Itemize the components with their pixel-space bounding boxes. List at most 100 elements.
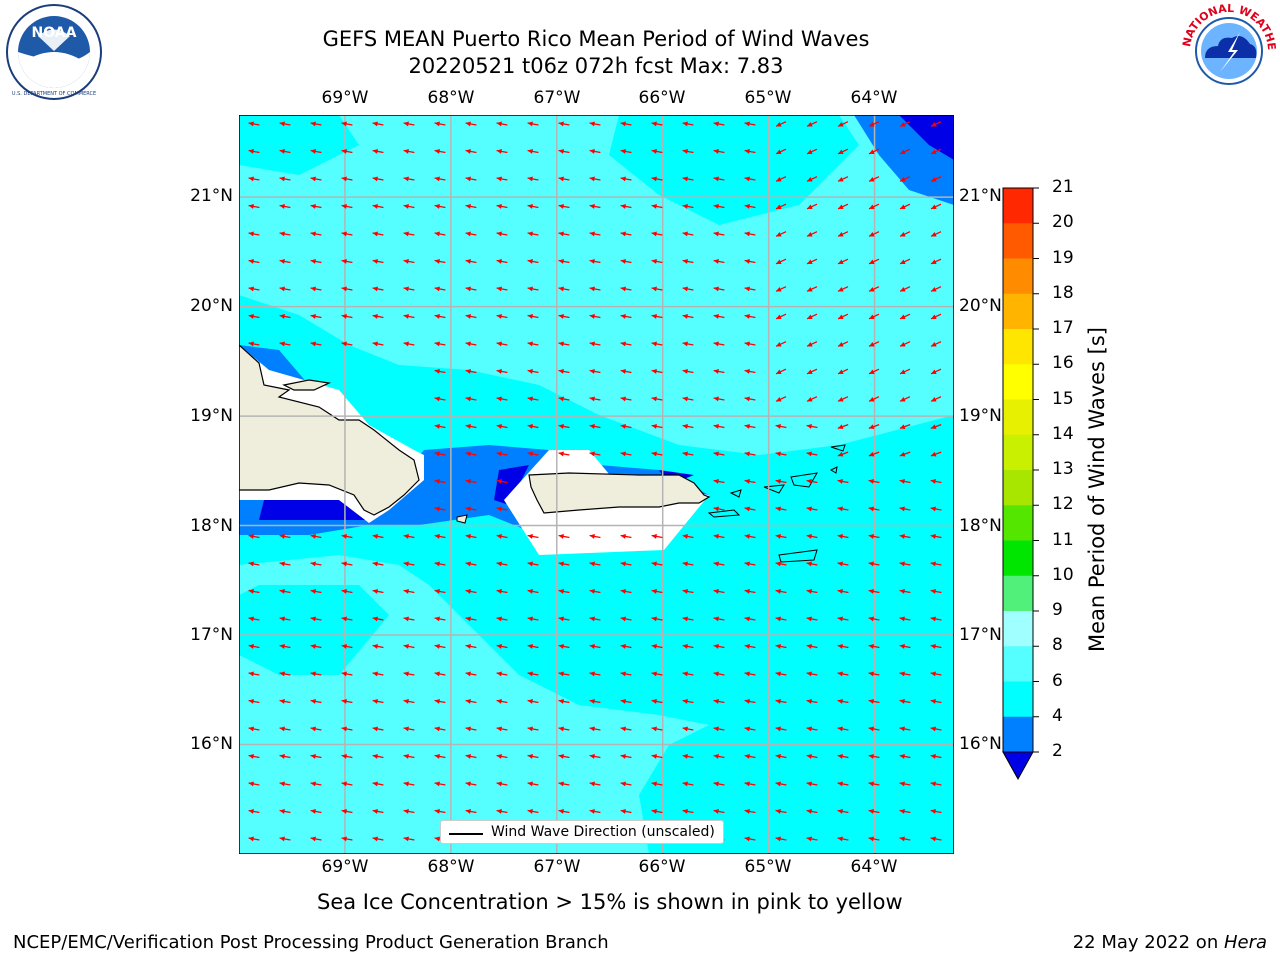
wave-direction-arrowhead (931, 314, 937, 319)
wave-direction-arrowhead (248, 671, 254, 677)
wave-direction-arrowhead (496, 808, 502, 814)
wave-direction-arrowhead (651, 808, 657, 814)
wave-direction-arrowhead (744, 781, 750, 787)
wave-direction-arrowhead (620, 423, 626, 429)
wave-direction-arrowhead (868, 698, 874, 704)
wave-direction-arrowhead (713, 643, 719, 649)
wave-direction-arrowhead (279, 698, 285, 704)
wave-direction-arrowhead (930, 698, 936, 704)
wave-direction-arrowhead (899, 643, 905, 649)
wave-direction-arrowhead (279, 148, 285, 154)
wave-direction-arrowhead (899, 533, 905, 539)
wave-direction-arrowhead (807, 259, 813, 264)
footer-date: 22 May 2022 on Hera (1073, 932, 1267, 953)
wave-direction-arrowhead (558, 423, 564, 429)
wave-direction-arrowhead (776, 286, 782, 292)
wave-direction-arrowhead (310, 121, 316, 127)
wave-direction-arrowhead (651, 561, 657, 567)
wave-direction-arrowhead (651, 203, 657, 209)
wave-direction-arrowhead (744, 286, 750, 292)
wave-direction-arrowhead (744, 203, 750, 209)
wave-direction-arrowhead (589, 561, 595, 567)
wave-direction-arrowhead (465, 451, 471, 457)
wave-direction-arrowhead (806, 423, 812, 429)
wave-direction-arrowhead (807, 121, 813, 127)
wave-direction-arrowhead (558, 588, 564, 594)
wave-direction-arrowhead (899, 506, 905, 512)
wave-direction-arrowhead (465, 396, 471, 402)
wave-direction-arrowhead (838, 286, 844, 292)
wave-direction-arrowhead (899, 698, 905, 704)
wave-direction-arrowhead (558, 258, 564, 264)
wave-direction-arrowhead (744, 313, 750, 319)
wave-direction-arrowhead (869, 231, 875, 237)
wave-direction-arrowhead (496, 121, 502, 127)
wave-direction-arrowhead (837, 588, 843, 594)
wave-direction-arrowhead (651, 121, 657, 127)
wave-direction-arrowhead (496, 203, 502, 209)
wave-direction-arrowhead (434, 698, 440, 704)
wave-direction-arrowhead (372, 176, 378, 182)
wave-direction-arrowhead (279, 561, 285, 567)
wave-direction-arrowhead (775, 808, 781, 814)
wave-direction-arrowhead (279, 313, 285, 319)
wave-direction-arrowhead (713, 671, 719, 677)
wave-direction-arrowhead (527, 643, 533, 649)
wave-direction-arrowhead (620, 148, 626, 154)
wave-direction-arrowhead (248, 258, 254, 264)
noaa-logo: NOAA U.S. DEPARTMENT OF COMMERCE (6, 4, 102, 100)
wave-direction-arrowhead (527, 561, 533, 567)
wave-direction-arrowhead (868, 616, 874, 622)
wave-direction-arrowhead (527, 313, 533, 319)
colorbar-swatch (1003, 364, 1033, 400)
wave-direction-arrowhead (713, 533, 719, 539)
wave-direction-arrowhead (310, 588, 316, 594)
wave-direction-arrowhead (310, 781, 316, 787)
wave-direction-arrowhead (341, 231, 347, 237)
wave-direction-arrowhead (806, 561, 812, 567)
wave-direction-arrowhead (620, 121, 626, 127)
wave-direction-arrowhead (651, 423, 657, 429)
wave-direction-arrowhead (620, 753, 626, 759)
wave-direction-arrowhead (496, 781, 502, 787)
wave-direction-arrowhead (806, 836, 812, 842)
wave-direction-arrowhead (248, 203, 254, 209)
wave-direction-arrowhead (651, 396, 657, 402)
colorbar-tick-label: 2 (1052, 741, 1063, 761)
wave-direction-arrowhead (496, 506, 502, 512)
legend-line-swatch (449, 833, 483, 835)
wave-direction-arrowhead (869, 369, 875, 374)
wave-direction-arrowhead (837, 506, 843, 512)
wave-direction-arrowhead (682, 286, 688, 292)
lat-tick-right: 21°N (959, 186, 1002, 206)
wave-direction-arrowhead (403, 808, 409, 814)
wave-direction-arrowhead (620, 781, 626, 787)
wave-direction-arrowhead (310, 176, 316, 182)
wave-period-map[interactable] (239, 115, 954, 854)
wave-direction-arrowhead (838, 396, 844, 402)
wave-direction-arrowhead (837, 836, 843, 842)
period-below-2s-region-ne (899, 115, 954, 160)
wave-direction-arrowhead (651, 341, 657, 347)
wave-direction-arrowhead (775, 671, 781, 677)
wave-direction-arrowhead (869, 286, 875, 292)
wave-direction-arrowhead (403, 203, 409, 209)
wave-direction-arrowhead (434, 808, 440, 814)
wave-direction-arrowhead (558, 643, 564, 649)
wave-direction-arrowhead (341, 588, 347, 594)
wave-direction-arrowhead (279, 203, 285, 209)
wave-direction-arrowhead (682, 176, 688, 182)
wave-direction-arrowhead (496, 231, 502, 237)
wave-direction-arrowhead (930, 753, 936, 759)
wave-direction-arrowhead (372, 313, 378, 319)
wave-direction-arrowhead (806, 616, 812, 622)
wave-direction-arrowhead (837, 671, 843, 677)
wave-direction-arrowhead (465, 203, 471, 209)
wave-direction-arrowhead (620, 203, 626, 209)
wave-direction-arrowhead (931, 286, 937, 292)
wave-direction-arrowhead (341, 286, 347, 292)
colorbar (1002, 187, 1039, 781)
wave-direction-arrowhead (434, 506, 440, 512)
wave-direction-arrowhead (620, 451, 626, 457)
wave-direction-arrowhead (248, 148, 254, 154)
